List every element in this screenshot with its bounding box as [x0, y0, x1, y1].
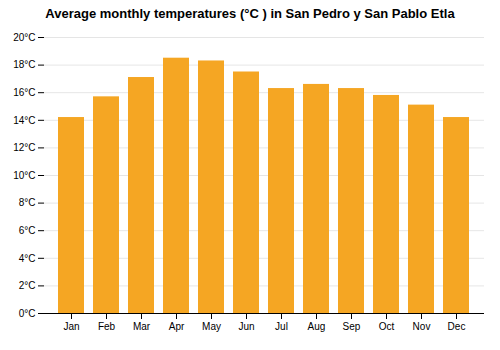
svg-text:10°C: 10°C	[13, 170, 35, 181]
svg-text:Aug: Aug	[308, 321, 326, 332]
svg-text:Apr: Apr	[169, 321, 185, 332]
svg-text:Jul: Jul	[275, 321, 288, 332]
svg-text:Sep: Sep	[343, 321, 361, 332]
svg-text:20°C: 20°C	[13, 32, 35, 43]
svg-text:Jun: Jun	[238, 321, 254, 332]
html-text:Average monthly temperatures (: Average monthly temperatures (°C ) in Sa…	[45, 6, 455, 21]
svg-text:Oct: Oct	[379, 321, 395, 332]
svg-text:8°C: 8°C	[19, 197, 36, 208]
svg-text:Nov: Nov	[413, 321, 431, 332]
svg-text:2°C: 2°C	[19, 280, 36, 291]
svg-text:Feb: Feb	[98, 321, 116, 332]
svg-text:14°C: 14°C	[13, 115, 35, 126]
svg-text:4°C: 4°C	[19, 253, 36, 264]
svg-text:16°C: 16°C	[13, 87, 35, 98]
svg-text:18°C: 18°C	[13, 59, 35, 70]
svg-text:12°C: 12°C	[13, 142, 35, 153]
svg-text:Mar: Mar	[133, 321, 151, 332]
svg-text:May: May	[202, 321, 221, 332]
svg-text:6°C: 6°C	[19, 225, 36, 236]
svg-text:Dec: Dec	[448, 321, 466, 332]
svg-text:Jan: Jan	[63, 321, 79, 332]
svg-text:0°C: 0°C	[19, 308, 36, 319]
